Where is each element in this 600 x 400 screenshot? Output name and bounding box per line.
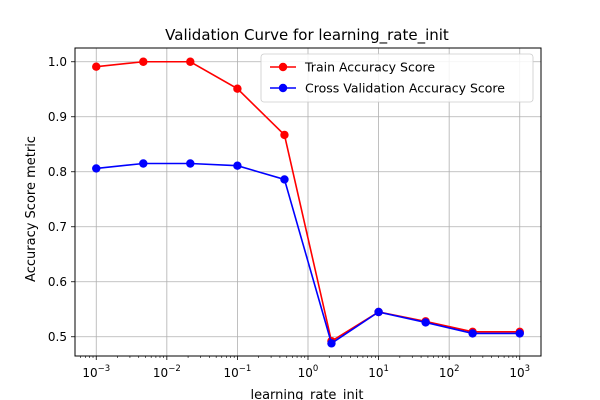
series-1-point xyxy=(374,307,383,317)
y-axis-label: Accuracy Score metric xyxy=(24,136,39,282)
x-tick-label: 100 xyxy=(298,364,319,380)
chart-title: Validation Curve for learning_rate_init xyxy=(165,26,449,45)
x-tick-label: 102 xyxy=(439,364,460,380)
legend-marker xyxy=(278,83,288,93)
series-0-point xyxy=(139,57,148,66)
y-tick-label: 1.0 xyxy=(48,55,67,69)
y-tick-label: 0.6 xyxy=(48,275,67,289)
x-tick-label: 10−3 xyxy=(82,364,110,380)
legend-entry: Cross Validation Accuracy Score xyxy=(305,81,505,96)
series-1-point xyxy=(280,175,289,184)
y-tick-label: 0.7 xyxy=(48,220,67,234)
legend-marker xyxy=(278,62,288,72)
x-tick-label: 10−2 xyxy=(153,364,181,380)
series-layer xyxy=(92,57,524,348)
series-1-point xyxy=(92,164,101,173)
series-0-point xyxy=(92,62,101,71)
legend-box xyxy=(260,53,534,103)
y-tick-label: 0.9 xyxy=(48,110,67,124)
series-1-point xyxy=(186,159,195,168)
x-tick-label: 103 xyxy=(509,364,530,380)
x-tick-label: 10−1 xyxy=(224,364,252,380)
legend-entry: Train Accuracy Score xyxy=(304,60,435,75)
axis-ticks: 10−3 10−2 10−1 100 101 102 103 0.5 0.6 0.7 0.8 0.9 1… xyxy=(48,55,530,380)
series-0-point xyxy=(280,130,289,140)
y-tick-label: 0.8 xyxy=(48,165,67,179)
series-0-point xyxy=(233,84,242,93)
y-tick-label: 0.5 xyxy=(48,330,67,344)
series-1-point xyxy=(327,339,336,348)
series-0-point xyxy=(186,57,195,66)
series-1-point xyxy=(233,161,242,170)
x-axis-label: learning_rate_init xyxy=(250,388,363,400)
series-1-point xyxy=(515,329,524,338)
legend: Train Accuracy Score Cross Validation Acc… xyxy=(260,53,534,103)
x-tick-label: 101 xyxy=(368,364,389,380)
series-1-point xyxy=(421,318,430,327)
series-line-1 xyxy=(96,162,520,345)
series-line-0 xyxy=(96,60,520,343)
series-1-point xyxy=(139,159,148,168)
series-1-point xyxy=(468,329,477,338)
